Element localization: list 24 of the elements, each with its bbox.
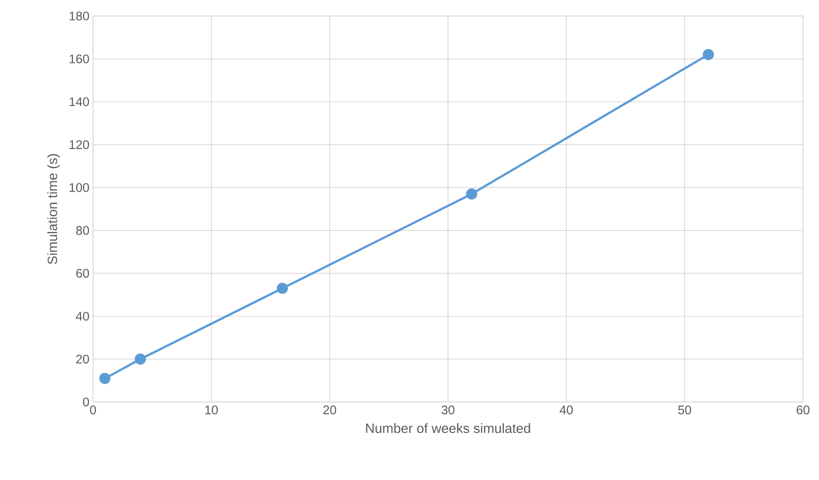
x-tick-label: 20 [323,406,336,414]
y-tick-label: 100 [70,183,89,192]
point [99,372,110,384]
x-tick-label: 0 [90,406,96,414]
y-tick-label: 20 [76,354,89,364]
y-axis-title: Simulation time (s) [47,154,60,264]
y-tick-label: 0 [83,398,89,406]
x-axis-title: Number of weeks simulated [366,423,530,434]
x-tick-label: 40 [560,406,573,414]
x-tick-label: 50 [678,406,692,414]
point [466,188,478,200]
y-tick-label: 140 [70,97,89,106]
x-tick-label: 60 [796,406,810,414]
point [276,282,288,294]
point [134,354,146,365]
y-tick-label: 120 [70,140,89,150]
y-tick-label: 40 [76,312,89,321]
y-tick-label: 180 [70,12,89,20]
y-tick-label: 60 [76,268,89,278]
y-tick-label: 80 [76,226,89,235]
point [702,49,714,60]
x-tick-label: 30 [442,406,454,414]
x-tick-label: 10 [205,406,218,414]
y-tick-label: 160 [70,54,89,64]
